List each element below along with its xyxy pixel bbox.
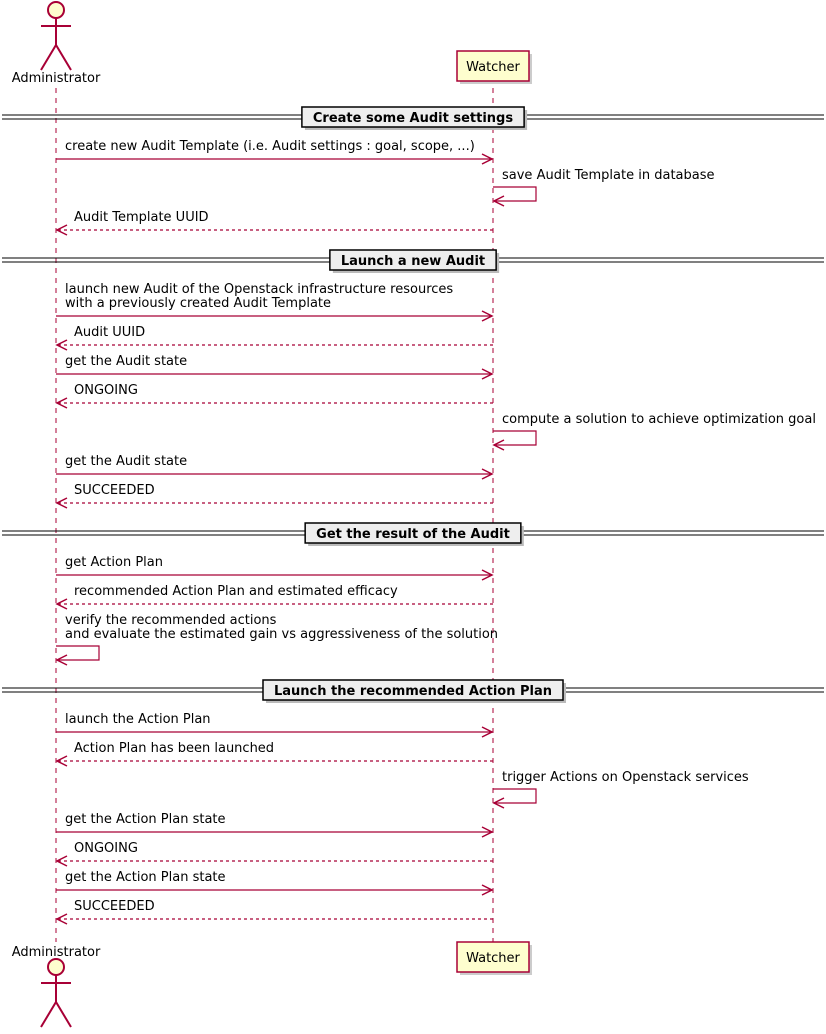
self-message-arrow [56,645,100,661]
message-text: ONGOING [74,383,138,398]
arrow-head [55,397,68,409]
divider-box [262,679,564,701]
arrow-head [55,855,68,867]
message-text: get the Audit state [65,354,187,369]
arrow-head [55,497,68,509]
message-text: verify the recommended actions [65,613,277,628]
participant-label: Watcher [466,60,520,75]
arrow-head [55,654,68,666]
message-text: launch the Action Plan [65,712,211,727]
actor-body [40,975,72,1028]
arrow-head [55,224,68,236]
message-text: save Audit Template in database [502,168,715,183]
message-text: and evaluate the estimated gain vs aggre… [65,627,498,642]
arrow-head [492,439,505,451]
divider-box [329,249,497,271]
message-text: with a previously created Audit Template [65,296,331,311]
arrow-head [492,797,505,809]
message-text: get Action Plan [65,555,163,570]
arrow-head [481,153,494,165]
divider-title: Get the result of the Audit [316,527,510,542]
message-text: Audit UUID [74,325,145,340]
message-text: SUCCEEDED [74,899,155,914]
arrow-head [55,913,68,925]
message-text: compute a solution to achieve optimizati… [502,412,816,427]
participant-box [456,941,530,973]
actor-head [47,958,65,976]
self-message-arrow [493,788,537,804]
message-text: trigger Actions on Openstack services [502,770,749,785]
divider-box [301,106,525,128]
arrow-head [481,726,494,738]
self-message-arrow [493,430,537,446]
arrow-head [481,826,494,838]
divider-box [304,522,522,544]
message-text: get the Action Plan state [65,812,226,827]
arrow-head [55,755,68,767]
arrow-head [492,195,505,207]
participant-box [456,50,530,82]
arrow-head [481,884,494,896]
message-text: Action Plan has been launched [74,741,274,756]
arrow-head [481,310,494,322]
message-text: get the Action Plan state [65,870,226,885]
self-message-arrow [493,186,537,202]
participant-label: Watcher [466,951,520,966]
message-text: ONGOING [74,841,138,856]
arrow-head [55,339,68,351]
arrow-head [55,598,68,610]
participant-label: Administrator [12,71,101,86]
arrow-head [481,468,494,480]
message-text: recommended Action Plan and estimated ef… [74,584,398,599]
arrow-head [481,368,494,380]
actor-body [40,18,72,71]
message-text: get the Audit state [65,454,187,469]
message-text: create new Audit Template (i.e. Audit se… [65,139,475,154]
message-text: Audit Template UUID [74,210,209,225]
arrow-head [481,569,494,581]
divider-title: Create some Audit settings [313,111,513,126]
actor-head [47,1,65,19]
divider-title: Launch a new Audit [341,254,485,269]
message-text: SUCCEEDED [74,483,155,498]
message-text: launch new Audit of the Openstack infras… [65,282,453,297]
divider-title: Launch the recommended Action Plan [274,684,552,699]
participant-label: Administrator [12,945,101,960]
